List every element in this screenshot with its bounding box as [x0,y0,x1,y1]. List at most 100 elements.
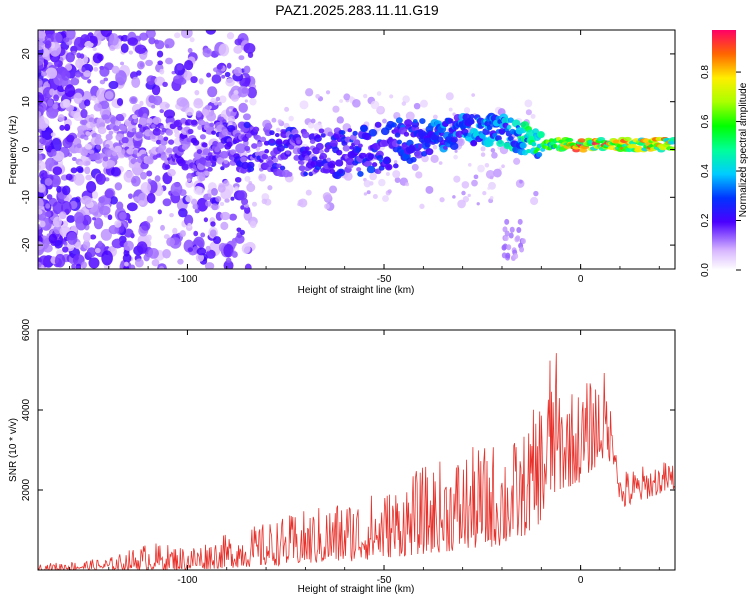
heatmap-noise-cell [127,218,132,224]
heatmap-noise-cell [477,164,485,173]
heatmap-noise-cell [89,35,98,44]
heatmap-noise-cell [39,137,47,144]
heatmap-ridge-cell [272,157,279,163]
heatmap-noise-cell [96,87,108,102]
heatmap-ridge-cell [306,150,312,156]
heatmap-noise-cell [215,96,221,102]
heatmap-ridge-cell [151,135,156,140]
heatmap-noise-cell [202,47,213,58]
heatmap-noise-cell [119,212,127,220]
heatmap-noise-cell [159,68,165,75]
heatmap-noise-cell [186,178,191,183]
heatmap-noise-cell [226,62,232,69]
heatmap-noise-cell [244,204,249,209]
heatmap-noise-cell [66,134,75,143]
heatmap-noise-cell [299,100,309,110]
heatmap-ridge-cell [296,140,301,145]
heatmap-noise-cell [533,190,539,197]
heatmap-ridge-cell [291,128,299,136]
heatmap-ridge-cell [304,146,310,151]
heatmap-ridge-cell [469,114,475,119]
heatmap-ridge-cell [659,145,668,151]
heatmap-noise-cell [378,178,386,187]
heatmap-noise-cell [116,97,124,106]
heatmap-ridge-cell [293,154,301,161]
heatmap-ridge-cell [486,125,493,131]
heatmap-ridge-cell [531,141,537,147]
heatmap-noise-cell [457,199,466,209]
heatmap-noise-cell [249,98,257,106]
heatmap-noise-cell [77,167,84,174]
heatmap-ridge-cell [274,132,280,138]
heatmap-ridge-cell [368,128,378,137]
heatmap-ridge-cell [411,120,420,128]
heatmap-ridge-cell [450,136,458,143]
heatmap-ridge-cell [366,161,373,167]
heatmap-ridge-cell [311,156,318,162]
heatmap-ridge-cell [496,139,505,147]
heatmap-noise-cell [61,69,71,81]
heatmap-noise-cell [482,190,487,196]
heatmap-ridge-cell [151,124,156,129]
heatmap-noise-cell [129,264,136,269]
heatmap-ridge-cell [303,171,308,177]
heatmap-ridge-cell [532,128,540,135]
heatmap-noise-cell [137,60,145,70]
heatmap-ridge-cell [98,122,106,128]
heatmap-ridge-cell [211,130,216,135]
heatmap-noise-cell [508,232,514,239]
heatmap-noise-cell [402,95,410,104]
heatmap-noise-cell [329,185,338,194]
heatmap-noise-cell [123,240,134,252]
heatmap-ridge-cell [126,147,135,155]
heatmap-noise-cell [38,110,42,117]
heatmap-ridge-cell [220,166,225,171]
heatmap-noise-cell [73,36,85,51]
heatmap-noise-cell [176,64,183,71]
heatmap-noise-cell [49,88,55,96]
heatmap-ridge-cell [286,171,293,177]
heatmap-noise-cell [210,97,217,104]
heatmap-noise-cell [65,30,76,40]
heatmap-noise-cell [165,44,170,49]
heatmap-ridge-cell [131,127,137,132]
heatmap-noise-cell [239,77,251,88]
heatmap-noise-cell [38,209,43,215]
heatmap-ridge-cell [199,134,206,140]
heatmap-noise-cell [109,44,116,51]
heatmap-ridge-cell [229,149,237,156]
heatmap-noise-cell [61,200,72,215]
spectrogram-panel: -100 -50 0 20 10 0 -10 -20 Height of straight l… [8,29,676,296]
heatmap-noise-cell [236,227,242,233]
heatmap-ridge-cell [356,167,362,172]
heatmap-ridge-cell [404,119,413,127]
heatmap-ridge-cell [244,145,251,152]
heatmap-noise-cell [240,229,245,236]
heatmap-noise-cell [185,195,193,203]
heatmap-ridge-cell [329,163,336,169]
heatmap-noise-cell [114,182,123,191]
heatmap-noise-cell [86,247,97,258]
heatmap-ridge-cell [326,157,331,162]
heatmap-noise-cell [211,203,219,211]
heatmap-ridge-cell [81,119,88,126]
heatmap-ridge-cell [565,137,574,143]
spectrogram-y-tick-label: -10 [21,190,32,205]
heatmap-ridge-cell [269,130,275,136]
heatmap-noise-cell [187,247,194,252]
heatmap-noise-cell [147,178,152,183]
heatmap-noise-cell [71,157,77,162]
heatmap-noise-cell [75,58,84,69]
snr-x-tick-label: -100 [177,575,197,586]
heatmap-noise-cell [343,93,351,101]
heatmap-noise-cell [38,30,47,42]
heatmap-noise-cell [82,231,91,243]
heatmap-noise-cell [205,200,212,207]
heatmap-noise-cell [44,177,53,186]
heatmap-noise-cell [154,76,166,86]
heatmap-ridge-cell [112,125,120,132]
spectrogram-heatmap [38,30,675,269]
heatmap-noise-cell [230,196,235,201]
heatmap-noise-cell [205,245,211,252]
heatmap-noise-cell [162,198,172,207]
